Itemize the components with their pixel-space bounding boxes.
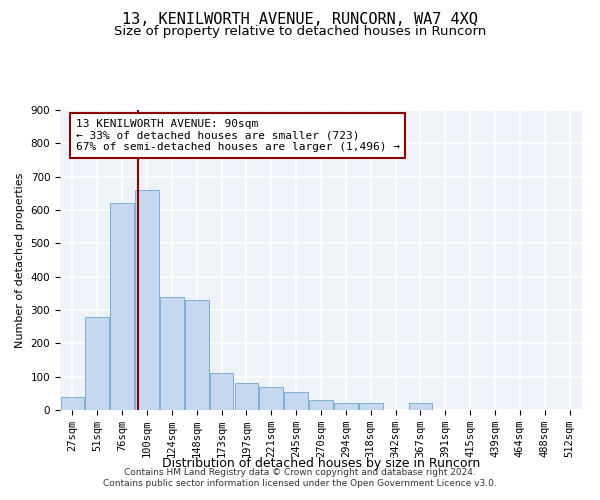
Bar: [284, 392, 308, 410]
Bar: [61, 396, 84, 410]
Text: 13 KENILWORTH AVENUE: 90sqm
← 33% of detached houses are smaller (723)
67% of se: 13 KENILWORTH AVENUE: 90sqm ← 33% of det…: [76, 119, 400, 152]
Text: 13, KENILWORTH AVENUE, RUNCORN, WA7 4XQ: 13, KENILWORTH AVENUE, RUNCORN, WA7 4XQ: [122, 12, 478, 28]
Bar: [309, 400, 333, 410]
Bar: [235, 384, 258, 410]
Bar: [409, 404, 432, 410]
Text: Distribution of detached houses by size in Runcorn: Distribution of detached houses by size …: [162, 457, 480, 470]
Bar: [135, 190, 159, 410]
Bar: [110, 204, 134, 410]
Bar: [259, 386, 283, 410]
Bar: [160, 296, 184, 410]
Bar: [334, 404, 358, 410]
Y-axis label: Number of detached properties: Number of detached properties: [15, 172, 25, 348]
Bar: [210, 374, 233, 410]
Text: Contains HM Land Registry data © Crown copyright and database right 2024.
Contai: Contains HM Land Registry data © Crown c…: [103, 468, 497, 487]
Bar: [359, 404, 383, 410]
Text: Size of property relative to detached houses in Runcorn: Size of property relative to detached ho…: [114, 25, 486, 38]
Bar: [85, 316, 109, 410]
Bar: [185, 300, 209, 410]
